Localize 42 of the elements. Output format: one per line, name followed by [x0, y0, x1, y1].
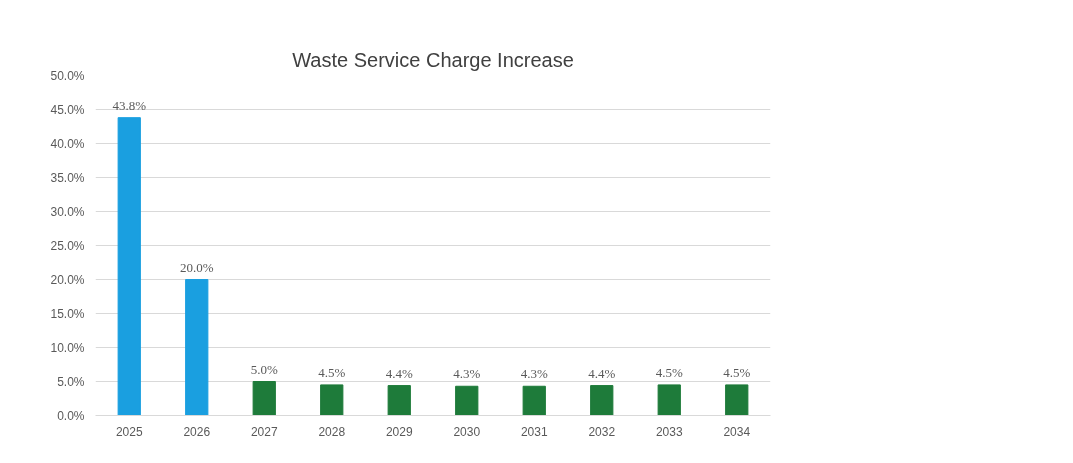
bar [657, 384, 681, 416]
x-tick-label: 2034 [723, 424, 751, 439]
x-tick-label: 2025 [115, 424, 143, 439]
bar [522, 385, 546, 416]
x-tick-label: 2032 [588, 424, 616, 439]
bar [117, 117, 141, 416]
y-tick-label: 20.0% [50, 272, 85, 287]
data-label: 20.0% [179, 259, 214, 275]
data-label: 4.3% [520, 366, 548, 382]
data-label: 4.5% [723, 364, 751, 380]
data-label: 4.5% [318, 364, 346, 380]
bar [590, 385, 614, 416]
x-tick-label: 2027 [250, 424, 278, 439]
x-tick-label: 2028 [318, 424, 346, 439]
data-label: 4.5% [655, 364, 683, 380]
bar [725, 384, 749, 416]
data-label: 43.8% [112, 97, 147, 113]
y-tick-label: 30.0% [50, 204, 85, 219]
x-tick-label: 2029 [385, 424, 413, 439]
y-tick-label: 5.0% [57, 374, 85, 389]
bar [455, 385, 479, 416]
y-tick-label: 50.0% [50, 68, 85, 83]
y-tick-label: 40.0% [50, 136, 85, 151]
bar [185, 279, 209, 416]
data-label: 4.4% [385, 365, 413, 381]
bar [387, 385, 411, 416]
bar [252, 381, 276, 416]
y-tick-label: 45.0% [50, 102, 85, 117]
y-tick-label: 15.0% [50, 306, 85, 321]
x-tick-label: 2033 [655, 424, 683, 439]
y-tick-label: 10.0% [50, 340, 85, 355]
data-label: 4.3% [453, 366, 481, 382]
x-tick-label: 2031 [520, 424, 548, 439]
y-tick-label: 0.0% [57, 408, 85, 423]
y-tick-label: 25.0% [50, 238, 85, 253]
data-label: 5.0% [250, 361, 278, 377]
x-tick-label: 2030 [453, 424, 481, 439]
chart-title: Waste Service Charge Increase [292, 48, 574, 71]
bar [320, 384, 344, 416]
y-tick-label: 35.0% [50, 170, 85, 185]
data-label: 4.4% [588, 365, 616, 381]
x-tick-label: 2026 [183, 424, 211, 439]
